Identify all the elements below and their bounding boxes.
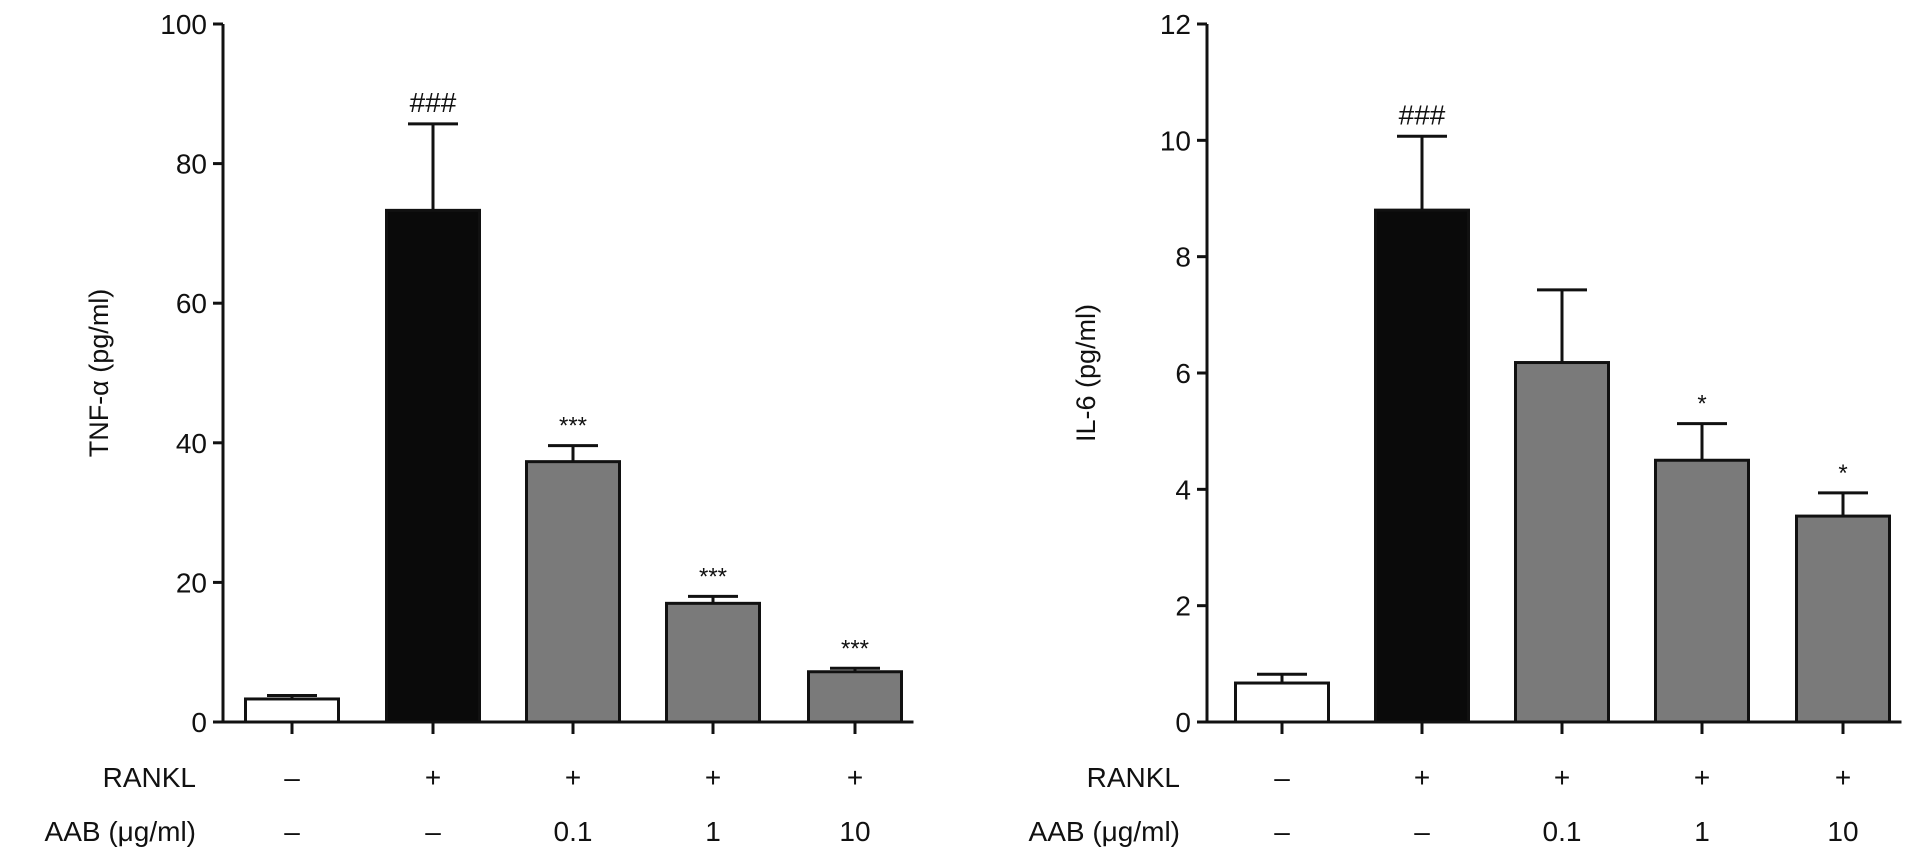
y-axis-label: TNF-α (pg/ml) xyxy=(84,289,114,458)
bar xyxy=(1514,361,1610,724)
condition-value: – xyxy=(1274,762,1290,793)
y-axis-label: IL-6 (pg/ml) xyxy=(1071,304,1101,442)
condition-value: + xyxy=(425,762,441,793)
y-tick-label: 0 xyxy=(1175,707,1191,738)
y-tick-label: 10 xyxy=(1160,125,1191,156)
y-tick-label: 0 xyxy=(191,707,207,738)
significance-label: *** xyxy=(699,563,727,590)
condition-value: + xyxy=(847,762,863,793)
condition-value: 1 xyxy=(705,816,721,847)
bar xyxy=(1795,514,1891,724)
chart-panel-2: 0 2 4 6 8 10 12 IL-6 (pg/ml) ### * * RANKL – + + + + AAB … xyxy=(1029,9,1902,847)
y-tick-label: 40 xyxy=(176,428,207,459)
condition-value: 1 xyxy=(1694,816,1710,847)
condition-value: + xyxy=(565,762,581,793)
condition-value: + xyxy=(1414,762,1430,793)
condition-value: – xyxy=(1274,816,1290,847)
row-label: RANKL xyxy=(1087,762,1180,793)
condition-value: – xyxy=(425,816,441,847)
bar xyxy=(807,670,903,724)
significance-label: * xyxy=(1697,391,1706,418)
chart-panel-1: 0 20 40 60 80 100 TNF-α (pg/ml) ### *** *** *** RAN… xyxy=(45,9,914,847)
condition-value: – xyxy=(1414,816,1430,847)
condition-value: 10 xyxy=(839,816,870,847)
condition-value: + xyxy=(1835,762,1851,793)
y-tick-label: 4 xyxy=(1175,474,1191,505)
condition-value: – xyxy=(284,762,300,793)
condition-value: + xyxy=(1554,762,1570,793)
y-tick-label: 8 xyxy=(1175,242,1191,273)
condition-value: 0.1 xyxy=(1543,816,1582,847)
condition-value: + xyxy=(1694,762,1710,793)
significance-label: * xyxy=(1838,460,1847,487)
y-tick-label: 100 xyxy=(160,9,207,40)
bar xyxy=(385,208,481,724)
bar xyxy=(244,697,340,724)
significance-label: ### xyxy=(410,87,457,118)
y-tick-label: 60 xyxy=(176,288,207,319)
y-tick-label: 80 xyxy=(176,149,207,180)
y-tick-label: 2 xyxy=(1175,591,1191,622)
condition-value: 10 xyxy=(1827,816,1858,847)
bar xyxy=(1654,458,1750,724)
significance-label: *** xyxy=(841,635,869,662)
y-tick-label: 20 xyxy=(176,567,207,598)
condition-value: – xyxy=(284,816,300,847)
condition-value: + xyxy=(705,762,721,793)
significance-label: *** xyxy=(559,413,587,440)
row-label: AAB (μg/ml) xyxy=(1029,816,1180,847)
row-label: AAB (μg/ml) xyxy=(45,816,196,847)
bar xyxy=(525,460,621,724)
bar xyxy=(665,601,761,724)
y-tick-label: 6 xyxy=(1175,358,1191,389)
bar xyxy=(1234,681,1330,724)
condition-value: 0.1 xyxy=(554,816,593,847)
y-tick-label: 12 xyxy=(1160,9,1191,40)
significance-label: ### xyxy=(1399,99,1446,130)
row-label: RANKL xyxy=(103,762,196,793)
bar xyxy=(1374,208,1470,724)
